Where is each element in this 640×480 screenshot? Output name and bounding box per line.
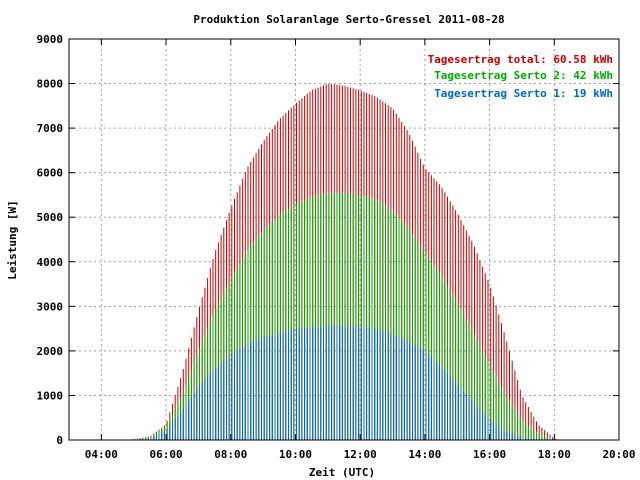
legend-entry-serto-1: Tagesertrag Serto 1: 19 kWh [434, 87, 613, 100]
chart-title: Produktion Solaranlage Serto-Gressel 201… [193, 13, 504, 26]
y-tick-label: 7000 [37, 122, 64, 135]
plot-area [126, 83, 564, 440]
legend: Tagesertrag total: 60.58 kWh Tagesertrag… [428, 53, 613, 100]
y-tick-label: 6000 [37, 167, 64, 180]
legend-entry-total: Tagesertrag total: 60.58 kWh [428, 53, 613, 66]
x-axis-label: Zeit (UTC) [309, 466, 375, 479]
y-tick-label: 0 [56, 434, 63, 447]
x-tick-label: 10:00 [279, 448, 312, 461]
x-tick-label: 14:00 [408, 448, 441, 461]
y-tick-label: 9000 [37, 33, 64, 46]
y-tick-label: 8000 [37, 78, 64, 91]
y-tick-label: 2000 [37, 345, 64, 358]
legend-entry-serto-2: Tagesertrag Serto 2: 42 kWh [434, 69, 613, 82]
series-2 [126, 325, 562, 440]
x-tick-label: 20:00 [602, 448, 635, 461]
x-tick-label: 12:00 [344, 448, 377, 461]
y-tick-label: 4000 [37, 256, 64, 269]
x-tick-label: 16:00 [473, 448, 506, 461]
x-tick-label: 04:00 [85, 448, 118, 461]
y-axis-label: Leistung [W] [6, 200, 19, 279]
y-tick-label: 5000 [37, 211, 64, 224]
x-tick-label: 06:00 [149, 448, 182, 461]
plot-frame [68, 38, 620, 441]
x-tick-label: 18:00 [538, 448, 571, 461]
axis-ticks: 04:00 06:00 08:00 10:00 12:00 14:00 16:00 18:00… [37, 33, 636, 461]
x-tick-label: 08:00 [214, 448, 247, 461]
y-tick-label: 3000 [37, 300, 64, 313]
y-tick-label: 1000 [37, 389, 64, 402]
